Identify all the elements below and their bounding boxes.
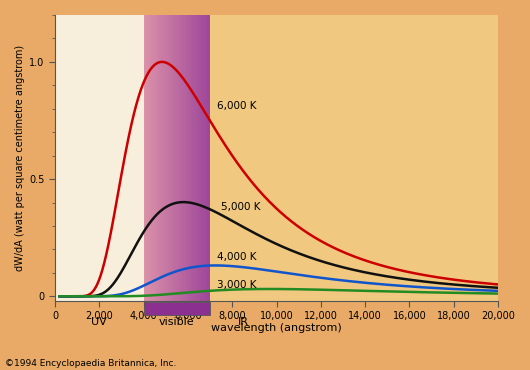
Text: 6,000 K: 6,000 K [217, 101, 256, 111]
Bar [145, 0, 146, 320]
Bar [165, 0, 166, 320]
Bar [204, 0, 205, 320]
Text: ©1994 Encyclopaedia Britannica, Inc.: ©1994 Encyclopaedia Britannica, Inc. [5, 359, 176, 368]
Bar [183, 0, 184, 320]
Bar [190, 0, 191, 320]
Bar [176, 0, 177, 320]
Bar [195, 0, 196, 320]
Bar [152, 0, 153, 320]
Bar [160, 0, 161, 320]
Bar [207, 0, 208, 320]
Text: visible: visible [159, 317, 195, 327]
Bar [200, 0, 201, 320]
Bar [208, 0, 209, 320]
Bar [148, 0, 149, 320]
Bar [198, 0, 199, 320]
Bar [179, 0, 180, 320]
X-axis label: wavelength (angstrom): wavelength (angstrom) [211, 323, 342, 333]
Bar [158, 0, 159, 320]
Bar [174, 0, 176, 320]
Bar [150, 0, 152, 320]
Bar [166, 0, 167, 320]
Bar [201, 0, 202, 320]
Bar [205, 0, 206, 320]
Bar [161, 0, 162, 320]
Bar [197, 0, 198, 320]
Bar [146, 0, 147, 320]
Bar [171, 0, 172, 320]
Bar [177, 0, 178, 320]
Text: 3,000 K: 3,000 K [217, 280, 256, 290]
Bar [55, 0, 144, 320]
Bar [191, 0, 192, 320]
Bar [188, 0, 189, 320]
Text: IR: IR [238, 317, 249, 327]
Bar [189, 0, 190, 320]
Bar [144, 0, 145, 320]
Bar [147, 0, 148, 320]
Bar [184, 0, 186, 320]
Bar [178, 0, 179, 320]
Bar [164, 0, 165, 320]
Bar [170, 0, 171, 320]
Bar [186, 0, 187, 320]
Bar [167, 0, 168, 320]
Bar [196, 0, 197, 320]
Bar [154, 0, 155, 320]
Bar [202, 0, 204, 320]
Bar [144, 302, 210, 315]
Bar [172, 0, 173, 320]
Bar [187, 0, 188, 320]
Bar [168, 0, 169, 320]
Y-axis label: dW/dA (watt per square centimetre angstrom): dW/dA (watt per square centimetre angstr… [15, 45, 25, 271]
Bar [192, 0, 193, 320]
Bar [173, 0, 174, 320]
Bar [193, 0, 195, 320]
Text: 4,000 K: 4,000 K [217, 252, 256, 262]
Bar [159, 0, 160, 320]
Bar [162, 0, 164, 320]
Bar [157, 0, 158, 320]
Bar [156, 0, 157, 320]
Bar [180, 0, 181, 320]
Bar [169, 0, 170, 320]
Bar [181, 0, 182, 320]
Bar [149, 0, 150, 320]
Bar [182, 0, 183, 320]
Bar [209, 0, 210, 320]
Bar [155, 0, 156, 320]
Bar [206, 0, 207, 320]
Text: 5,000 K: 5,000 K [221, 202, 261, 212]
Text: UV: UV [91, 317, 107, 327]
Bar [153, 0, 154, 320]
Bar [199, 0, 200, 320]
